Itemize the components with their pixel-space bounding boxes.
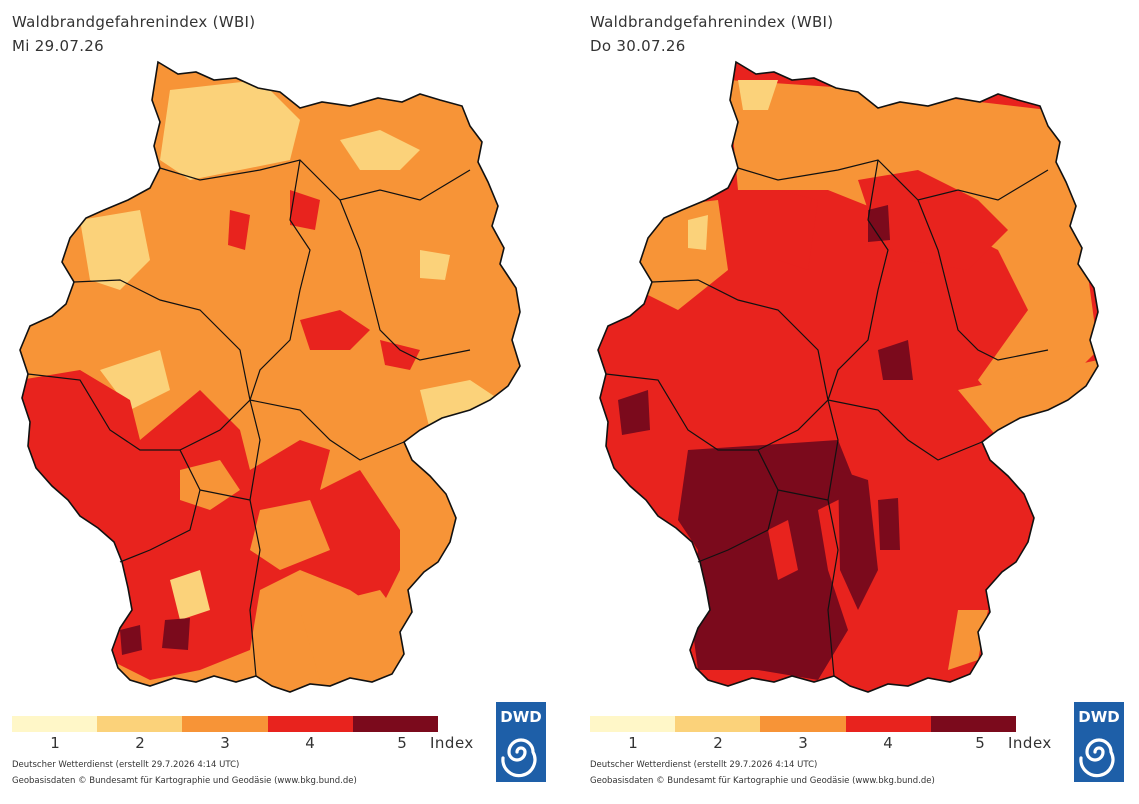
country-border [19, 60, 521, 693]
legend-swatch-4 [845, 716, 931, 732]
legend-tick: 4 [305, 734, 315, 752]
fire-index-zone [290, 190, 320, 230]
map-date: Mi 29.07.26 [12, 37, 104, 55]
legend-swatch-1 [590, 716, 676, 732]
map-date: Do 30.07.26 [590, 37, 686, 55]
fire-index-zone [380, 340, 420, 370]
fire-index-zone [958, 360, 1098, 450]
fire-index-zone [300, 590, 410, 680]
dwd-logo: DWD [1074, 702, 1124, 782]
fire-index-zone [160, 80, 300, 180]
fire-index-zone [878, 340, 913, 380]
legend-unit: Index [430, 734, 474, 752]
fire-index-zone [180, 460, 240, 510]
fire-index-zone [768, 520, 798, 580]
credit-line: Deutscher Wetterdienst (erstellt 29.7.20… [590, 760, 818, 770]
legend-swatch-3 [182, 716, 268, 732]
fire-index-zone [678, 440, 858, 680]
fire-index-zone [340, 130, 420, 170]
fire-index-zone [250, 500, 330, 570]
fire-index-zone [100, 350, 170, 410]
dwd-logo: DWD [496, 702, 546, 782]
legend-swatch-5 [930, 716, 1017, 732]
legend-swatch-4 [267, 716, 353, 732]
fire-index-zone [728, 80, 1098, 430]
fire-index-zone [162, 618, 190, 650]
legend-tick: 5 [975, 734, 985, 752]
legend-tick: 2 [713, 734, 723, 752]
country-border [597, 60, 1099, 693]
legend-swatch-1 [12, 716, 98, 732]
legend-tick: 1 [628, 734, 638, 752]
fire-index-zone [688, 215, 708, 250]
fire-index-zone [948, 610, 988, 670]
legend-ticks: 1 2 3 4 5 Index [12, 734, 482, 754]
legend-unit: Index [1008, 734, 1052, 752]
credit-line: Geobasisdaten © Bundesamt für Kartograph… [590, 776, 935, 786]
fire-index-zone [420, 250, 450, 280]
fire-index-zone [778, 190, 818, 270]
legend-tick: 3 [220, 734, 230, 752]
forecast-panel-day1: Waldbrandgefahrenindex (WBI) Mi 29.07.26 [0, 0, 565, 804]
legend-swatch-2 [97, 716, 183, 732]
state-borders [605, 159, 1049, 677]
legend-swatch-3 [760, 716, 846, 732]
germany-fire-index-map [597, 60, 1099, 693]
legend-tick: 5 [397, 734, 407, 752]
legend-tick: 1 [50, 734, 60, 752]
fire-index-zone [738, 80, 778, 110]
credit-line: Deutscher Wetterdienst (erstellt 29.7.20… [12, 760, 240, 770]
credit-line: Geobasisdaten © Bundesamt für Kartograph… [12, 776, 357, 786]
fire-index-zone [618, 390, 650, 435]
state-borders [27, 159, 471, 677]
legend-swatch-2 [675, 716, 761, 732]
fire-index-zone [878, 498, 900, 550]
fire-index-zone [80, 210, 150, 290]
germany-fire-index-map [19, 60, 521, 693]
fire-index-zone [300, 310, 370, 350]
forecast-panel-day2: Waldbrandgefahrenindex (WBI) Do 30.07.26 [578, 0, 1139, 804]
fire-index-zone [120, 625, 142, 655]
fire-index-zone [838, 470, 878, 610]
fire-index-zone [170, 570, 210, 620]
legend-tick: 4 [883, 734, 893, 752]
legend-ticks: 1 2 3 4 5 Index [590, 734, 1060, 754]
fire-index-zone [20, 370, 400, 680]
fire-index-zone [228, 210, 250, 250]
color-legend [590, 716, 1017, 732]
dwd-logo-text: DWD [1078, 708, 1119, 726]
legend-tick: 3 [798, 734, 808, 752]
fire-index-zone [858, 170, 1008, 270]
map-title: Waldbrandgefahrenindex (WBI) [12, 13, 256, 31]
dwd-logo-text: DWD [500, 708, 541, 726]
fire-index-zone [868, 205, 890, 242]
legend-tick: 2 [135, 734, 145, 752]
map-title: Waldbrandgefahrenindex (WBI) [590, 13, 834, 31]
fire-index-zone [420, 380, 500, 430]
legend-swatch-5 [352, 716, 439, 732]
color-legend [12, 716, 439, 732]
